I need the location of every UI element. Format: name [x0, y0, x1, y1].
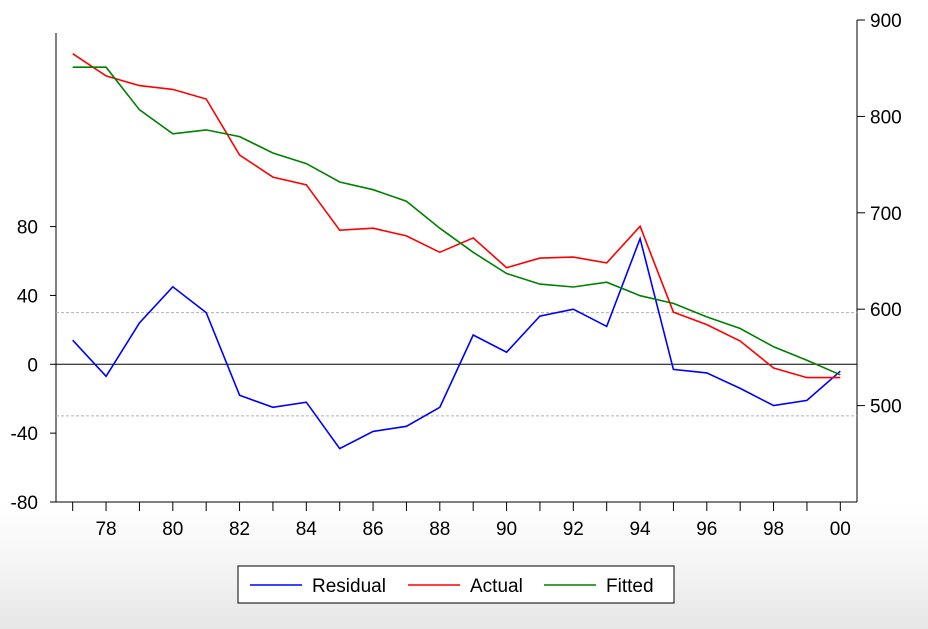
legend-label-fitted: Fitted: [606, 576, 654, 597]
series-line-actual: [72, 53, 841, 379]
left-axis-ticks: 80 40 0 -40 -80: [11, 218, 56, 514]
left-tick-label: -80: [11, 493, 38, 514]
x-axis-ticks: 78 80 82 84 86 88 90 92 94 96 98 00: [72, 502, 851, 540]
plot-frame: [55, 20, 858, 503]
x-tick-label: 94: [629, 519, 651, 540]
legend-label-actual: Actual: [470, 576, 523, 597]
reference-lines: [56, 312, 857, 417]
series-line-fitted: [72, 66, 841, 376]
x-tick-label: 78: [95, 519, 116, 540]
x-tick-label: 84: [296, 519, 318, 540]
right-tick-label: 900: [870, 11, 902, 32]
left-tick-label: -40: [11, 424, 38, 445]
x-tick-label: 98: [763, 519, 784, 540]
x-tick-label: 96: [696, 519, 717, 540]
right-axis-ticks: 900 800 700 600 500: [857, 11, 902, 418]
legend: Residual Actual Fitted: [237, 565, 675, 604]
right-tick-label: 700: [870, 204, 902, 225]
x-tick-label: 80: [162, 519, 183, 540]
series-line-residual: [72, 235, 841, 450]
right-tick-label: 500: [870, 397, 902, 418]
x-tick-label: 82: [229, 519, 250, 540]
left-tick-label: 80: [17, 218, 38, 239]
right-tick-label: 600: [870, 300, 902, 321]
x-tick-label: 90: [496, 519, 517, 540]
x-tick-label: 00: [830, 519, 851, 540]
x-tick-label: 86: [362, 519, 383, 540]
x-tick-label: 88: [429, 519, 450, 540]
left-tick-label: 0: [27, 355, 38, 376]
right-tick-label: 800: [870, 107, 902, 128]
x-tick-label: 92: [563, 519, 584, 540]
left-tick-label: 40: [17, 286, 38, 307]
legend-label-residual: Residual: [312, 576, 386, 597]
series-layer: [72, 53, 841, 450]
